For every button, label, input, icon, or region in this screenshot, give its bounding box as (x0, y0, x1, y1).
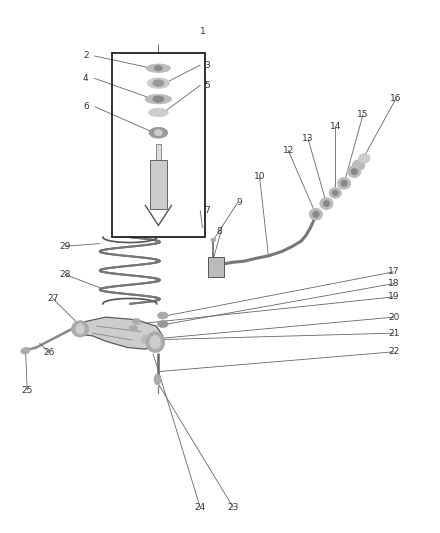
Text: 2: 2 (83, 52, 88, 60)
Text: 8: 8 (216, 228, 222, 236)
Ellipse shape (149, 127, 168, 138)
Polygon shape (74, 317, 163, 349)
Text: 25: 25 (22, 386, 33, 394)
Text: 9: 9 (236, 198, 242, 207)
Text: 14: 14 (330, 123, 341, 131)
Ellipse shape (329, 188, 341, 198)
Text: 29: 29 (59, 242, 71, 251)
Ellipse shape (309, 208, 323, 220)
Text: 27: 27 (47, 294, 59, 303)
Text: 6: 6 (83, 102, 89, 111)
Ellipse shape (153, 80, 164, 86)
Text: 7: 7 (204, 206, 210, 215)
Text: 18: 18 (388, 279, 400, 288)
Ellipse shape (348, 166, 361, 177)
Text: 12: 12 (282, 146, 294, 155)
Text: 22: 22 (388, 348, 400, 356)
Ellipse shape (154, 130, 162, 136)
Text: 10: 10 (254, 173, 265, 181)
Text: 28: 28 (59, 270, 71, 279)
Ellipse shape (337, 177, 351, 189)
Text: 1: 1 (199, 28, 205, 36)
Text: 13: 13 (302, 134, 314, 143)
Ellipse shape (150, 336, 161, 349)
Text: 21: 21 (388, 329, 400, 337)
Ellipse shape (145, 94, 172, 104)
Ellipse shape (72, 321, 88, 337)
Ellipse shape (146, 64, 170, 72)
Ellipse shape (312, 211, 319, 217)
Ellipse shape (148, 108, 168, 117)
Ellipse shape (323, 200, 330, 207)
Ellipse shape (320, 198, 333, 209)
Ellipse shape (351, 168, 358, 175)
Text: 16: 16 (390, 94, 402, 103)
Text: 19: 19 (388, 293, 400, 301)
Ellipse shape (142, 335, 149, 344)
Ellipse shape (158, 321, 168, 327)
Bar (112, 53, 205, 237)
Ellipse shape (147, 78, 169, 88)
Ellipse shape (154, 374, 161, 385)
Ellipse shape (352, 160, 365, 171)
Text: 4: 4 (83, 74, 88, 83)
Bar (208, 257, 224, 277)
Ellipse shape (211, 238, 216, 241)
Ellipse shape (154, 66, 162, 71)
Text: 24: 24 (194, 503, 206, 512)
Ellipse shape (341, 180, 348, 187)
Ellipse shape (332, 190, 338, 196)
Text: 17: 17 (388, 268, 400, 276)
Text: 20: 20 (388, 313, 400, 321)
Text: 3: 3 (204, 61, 210, 69)
Text: 5: 5 (204, 81, 210, 90)
Ellipse shape (76, 324, 84, 334)
Ellipse shape (359, 154, 370, 163)
Ellipse shape (132, 318, 140, 324)
Text: 15: 15 (357, 110, 369, 119)
Ellipse shape (153, 96, 164, 102)
Text: 26: 26 (44, 349, 55, 357)
Text: 23: 23 (227, 503, 239, 512)
Ellipse shape (158, 312, 168, 319)
Bar (156, 144, 161, 181)
Ellipse shape (146, 332, 165, 352)
Bar (150, 160, 167, 209)
Ellipse shape (21, 348, 30, 354)
Ellipse shape (130, 325, 138, 331)
